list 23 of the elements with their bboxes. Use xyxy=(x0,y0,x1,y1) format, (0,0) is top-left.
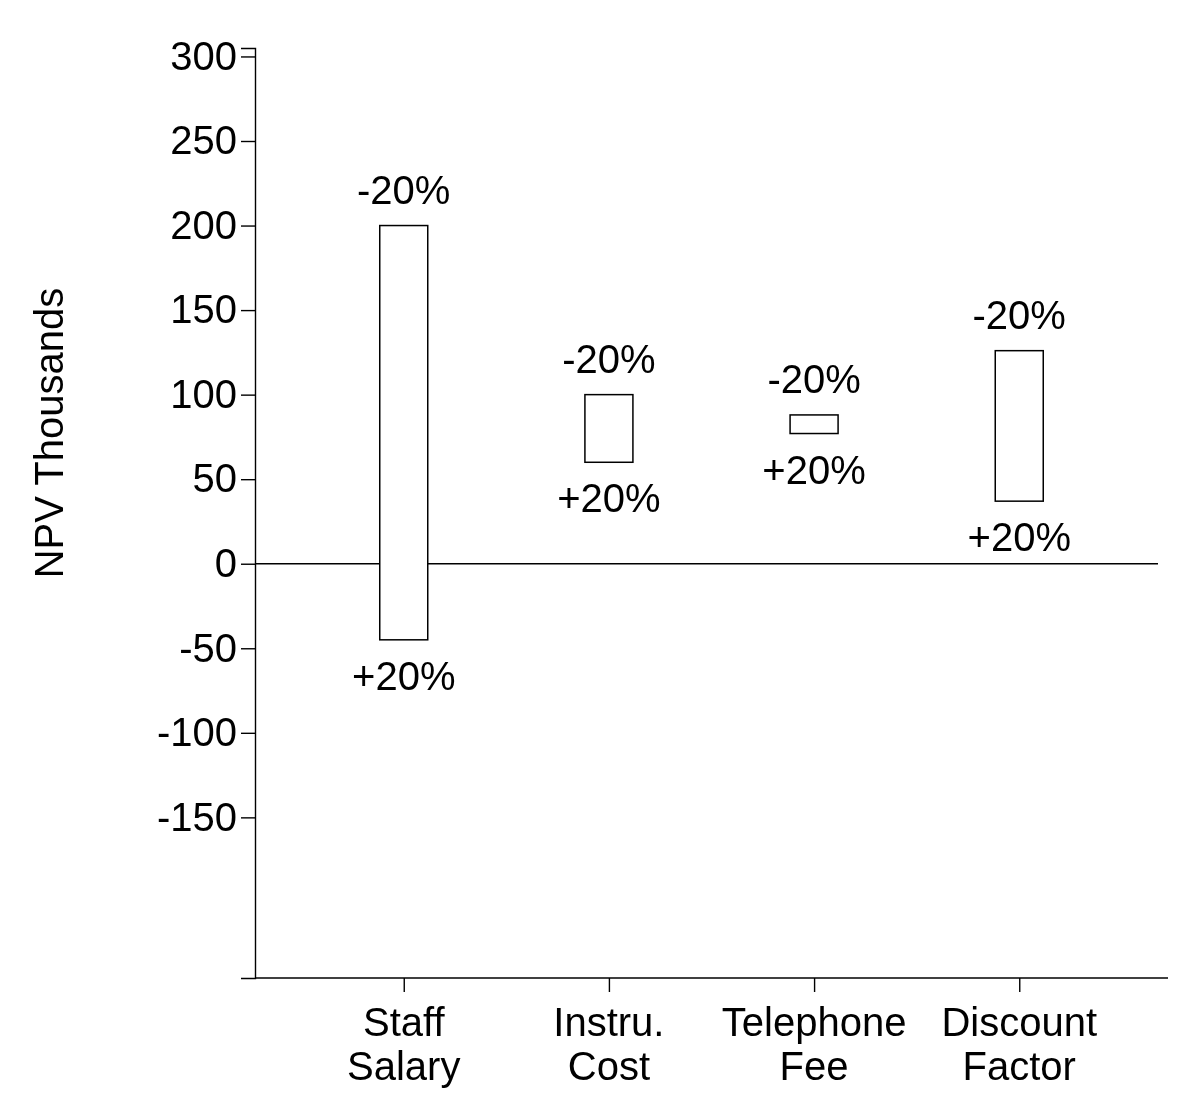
y-axis-title: NPV Thousands xyxy=(27,287,71,579)
y-tick-label: 150 xyxy=(170,287,237,332)
y-tick-label: 250 xyxy=(170,118,237,163)
annotation: +20% xyxy=(352,653,456,698)
y-tick-label: -100 xyxy=(156,710,237,755)
x-tick-label: Staff Salary xyxy=(347,1000,461,1088)
y-tick-label: 100 xyxy=(170,371,237,416)
annotation: +20% xyxy=(557,476,661,521)
y-tick-label: -150 xyxy=(156,794,237,839)
x-tick-label: Discount Factor xyxy=(941,1000,1098,1088)
y-tick-label: -50 xyxy=(179,625,237,670)
x-tick-label: Instru. Cost xyxy=(553,1000,665,1088)
annotation: +20% xyxy=(762,447,866,492)
annotation: -20% xyxy=(767,356,861,401)
annotation: -20% xyxy=(562,336,656,381)
annotation: +20% xyxy=(967,515,1071,560)
annotation: -20% xyxy=(357,167,451,212)
y-tick-label: 300 xyxy=(170,33,237,78)
y-tick-label: 50 xyxy=(192,456,237,501)
annotation: -20% xyxy=(972,292,1066,337)
y-tick-label: 0 xyxy=(214,541,237,586)
x-tick-label: Telephone Fee xyxy=(721,1000,907,1088)
y-tick-label: 200 xyxy=(170,202,237,247)
